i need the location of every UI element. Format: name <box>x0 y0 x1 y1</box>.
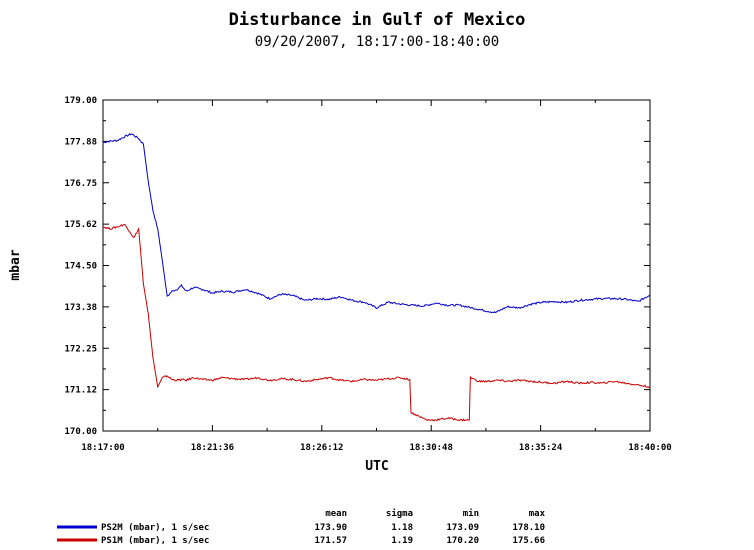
y-tick-label: 175.62 <box>64 220 97 230</box>
stats-header: sigma <box>386 508 413 519</box>
y-tick-label: 172.25 <box>64 344 97 354</box>
stats-header: min <box>463 508 479 519</box>
legend: mean sigma min max PS2M (mbar), 1 s/sec 173.9… <box>57 508 546 546</box>
stats-header: max <box>529 509 546 519</box>
x-tick-label: 18:40:00 <box>628 443 671 453</box>
series-line-2 <box>102 223 651 422</box>
chart-subtitle: 09/20/2007, 18:17:00-18:40:00 <box>255 34 499 50</box>
x-tick-label: 18:26:12 <box>300 443 343 453</box>
series-line-1 <box>102 133 651 314</box>
y-axis-label: mbar <box>8 249 23 280</box>
y-tick-label: 171.12 <box>64 386 97 396</box>
legend-series-name: PS2M (mbar), 1 s/sec <box>101 523 209 533</box>
legend-stat-value: 175.66 <box>512 536 545 546</box>
legend-stat-value: 1.19 <box>391 536 413 546</box>
legend-stat-value: 1.18 <box>391 523 413 533</box>
x-axis-label: UTC <box>365 459 388 474</box>
chart-title: Disturbance in Gulf of Mexico <box>229 10 526 30</box>
legend-stat-value: 170.20 <box>446 536 479 546</box>
x-tick-label: 18:17:00 <box>81 443 124 453</box>
legend-stat-value: 173.90 <box>314 523 347 533</box>
stats-header: mean <box>325 509 347 519</box>
y-tick-label: 173.38 <box>64 303 97 313</box>
legend-stat-value: 173.09 <box>446 523 479 533</box>
y-axis: 179.00 177.88 176.75 175.62 174.50 173.38 172.… <box>64 96 650 437</box>
y-tick-label: 179.00 <box>64 96 97 106</box>
y-tick-label: 174.50 <box>64 262 97 272</box>
legend-stat-value: 178.10 <box>512 523 545 533</box>
legend-stat-value: 171.57 <box>314 536 347 546</box>
y-tick-label: 177.88 <box>64 137 97 147</box>
legend-series-name: PS1M (mbar), 1 s/sec <box>101 536 209 546</box>
x-axis: 18:17:00 18:21:36 18:26:12 18:30:48 18:35:24… <box>81 100 672 453</box>
y-tick-label: 176.75 <box>64 179 97 189</box>
x-tick-label: 18:35:24 <box>519 443 563 453</box>
series-lines <box>102 133 651 422</box>
x-tick-label: 18:21:36 <box>191 443 234 453</box>
y-tick-label: 170.00 <box>64 427 97 437</box>
x-tick-label: 18:30:48 <box>410 443 453 453</box>
